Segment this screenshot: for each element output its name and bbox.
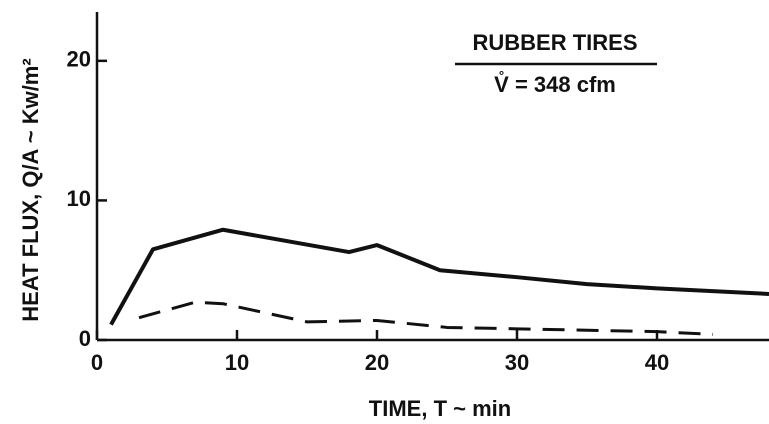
x-tick-label: 40 xyxy=(645,350,669,375)
series-line xyxy=(109,227,769,326)
y-tick-label: 20 xyxy=(67,47,91,72)
x-tick-label: 10 xyxy=(225,350,249,375)
x-tick-label: 0 xyxy=(91,350,103,375)
series-line xyxy=(138,300,714,336)
y-tick-label: 0 xyxy=(79,326,91,351)
y-tick-label: 10 xyxy=(67,186,91,211)
x-axis-label: TIME, T ~ min xyxy=(369,396,511,421)
annotation: RUBBER TIRES xyxy=(472,30,637,55)
x-tick-label: 20 xyxy=(365,350,389,375)
annotation: V̊ = 348 cfm xyxy=(494,71,616,97)
y-axis-label: HEAT FLUX, Q/A ~ Kw/m² xyxy=(18,58,43,321)
x-tick-label: 30 xyxy=(505,350,529,375)
